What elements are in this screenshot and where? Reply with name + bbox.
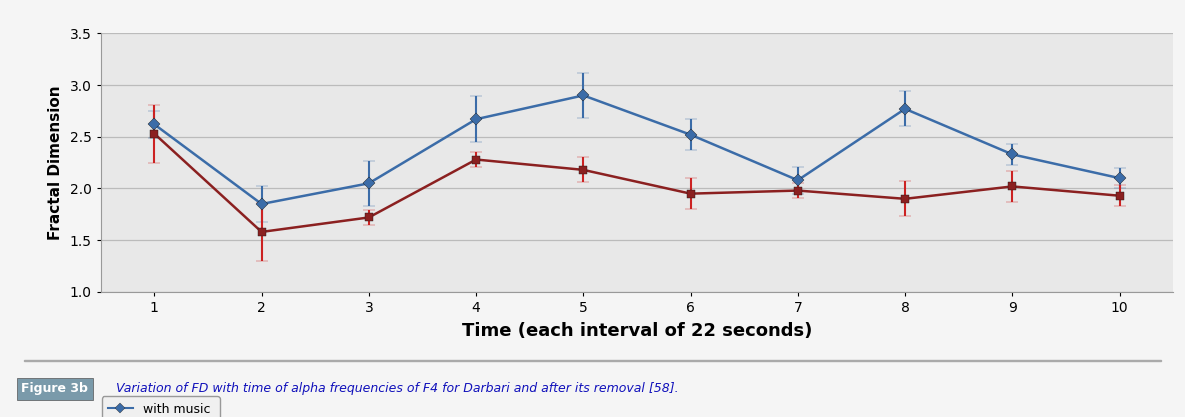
- X-axis label: Time (each interval of 22 seconds): Time (each interval of 22 seconds): [462, 322, 812, 340]
- Text: Variation of FD with time of alpha frequencies of F4 for Darbari and after its r: Variation of FD with time of alpha frequ…: [116, 382, 679, 395]
- Legend: with music, after music: with music, after music: [102, 397, 220, 417]
- Y-axis label: Fractal Dimension: Fractal Dimension: [47, 85, 63, 240]
- Text: Figure 3b: Figure 3b: [21, 382, 88, 395]
